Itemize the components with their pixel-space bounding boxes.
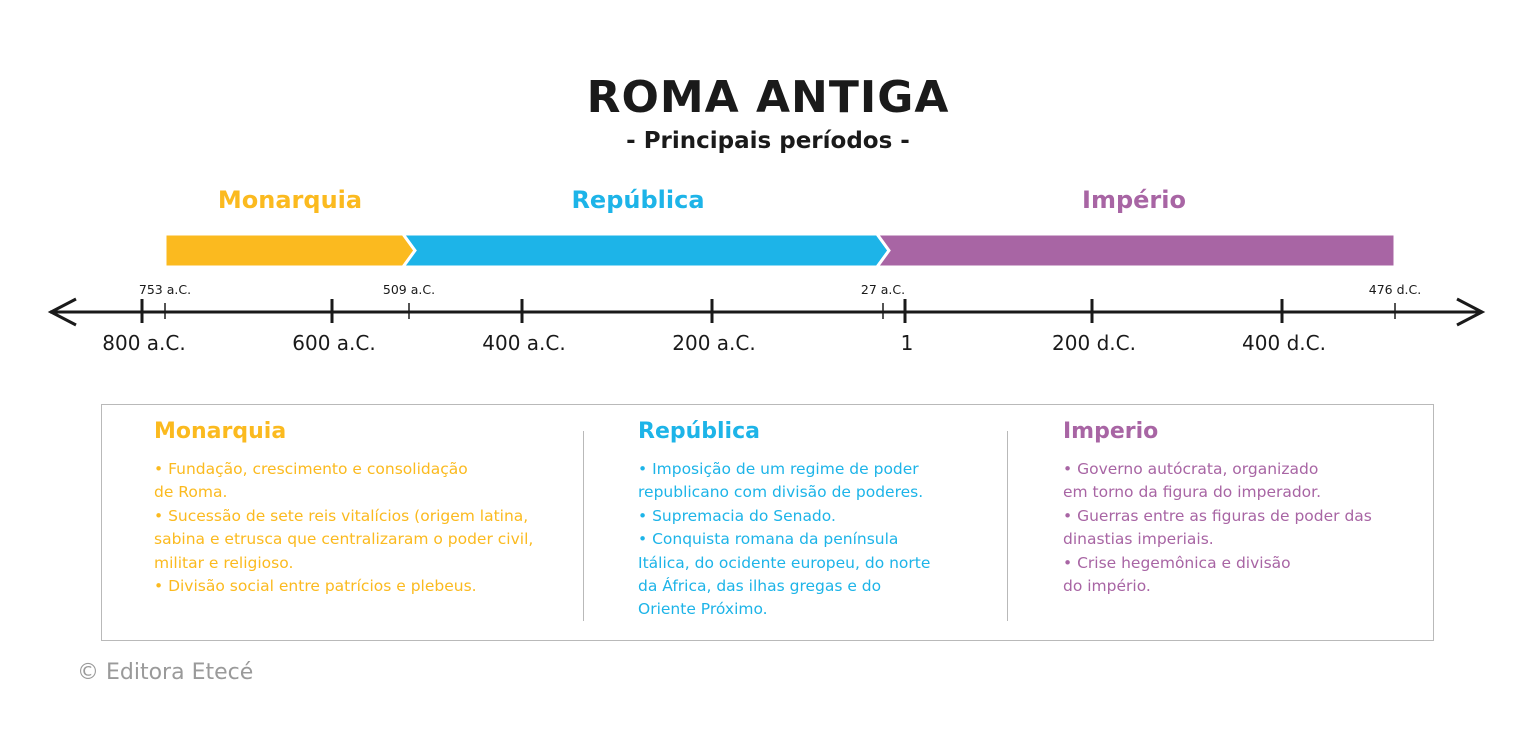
list-item: • Crise hegemônica e divisão do império. [1063,553,1291,596]
list-item: • Supremacia do Senado. [638,506,836,525]
list-item: • Imposição de um regime de poder republ… [638,460,924,502]
axis-tick-label: 200 d.C. [1052,331,1136,355]
axis-tick-label: 400 a.C. [482,331,565,355]
list-item: • Guerras entre as figuras de poder das … [1063,506,1372,549]
axis-ticks: 800 a.C. 600 a.C. 400 a.C. 200 a.C. 1 200 d.C… [102,299,1326,355]
axis-tick-label: 200 a.C. [672,331,755,355]
period-bar-republica [400,232,891,269]
list-item: • Sucessão de sete reis vitalícios (orig… [154,506,534,572]
axis-tick-label: 1 [901,331,914,355]
period-bars [163,232,1397,269]
info-heading-imperio: Imperio [1063,419,1159,444]
event-date-label: 27 a.C. [861,282,905,297]
event-date-label: 753 a.C. [139,282,191,297]
page-title: ROMA ANTIGA [586,72,950,123]
info-list-republica: • Imposição de um regime de poder republ… [638,458,998,622]
column-divider [583,431,584,621]
column-divider [1007,431,1008,621]
event-markers: 753 a.C. 509 a.C. 27 a.C. 476 d.C. [139,282,1421,319]
period-bar-monarquia [163,232,417,269]
axis-line [47,297,1486,327]
info-list-monarquia: • Fundação, crescimento e consolidação d… [154,458,574,598]
list-item: • Fundação, crescimento e consolidação d… [154,460,468,502]
event-date-label: 509 a.C. [383,282,435,297]
copyright-notice: © Editora Etecé [77,660,254,685]
axis-arrow-left-icon [47,297,77,327]
info-column-republica: República • Imposição de um regime de po… [638,419,998,622]
event-date-label: 476 d.C. [1369,282,1421,297]
info-box: Monarquia • Fundação, crescimento e cons… [101,404,1434,641]
list-item: • Divisão social entre patrícios e plebe… [154,577,477,596]
period-label-monarquia: Monarquia [217,186,363,214]
list-item: • Governo autócrata, organizado em torno… [1063,460,1322,502]
period-label-republica: República [571,186,705,214]
axis-arrow-right-icon [1456,297,1486,327]
info-heading-monarquia: Monarquia [154,419,287,444]
info-column-monarquia: Monarquia • Fundação, crescimento e cons… [154,419,574,598]
period-label-imperio: Império [1082,186,1186,214]
list-item: • Conquista romana da península Itálica,… [638,530,931,619]
axis-tick-label: 600 a.C. [292,331,375,355]
info-column-imperio: Imperio • Governo autócrata, organizado … [1063,419,1423,598]
info-list-imperio: • Governo autócrata, organizado em torno… [1063,458,1423,598]
period-bar-imperio [874,232,1397,269]
page-subtitle: - Principais períodos - [626,128,910,154]
axis-tick-label: 800 a.C. [102,331,185,355]
axis-tick-label: 400 d.C. [1242,331,1326,355]
info-heading-republica: República [638,419,760,444]
timeline: 800 a.C. 600 a.C. 400 a.C. 200 a.C. 1 200 d.C… [47,232,1486,355]
